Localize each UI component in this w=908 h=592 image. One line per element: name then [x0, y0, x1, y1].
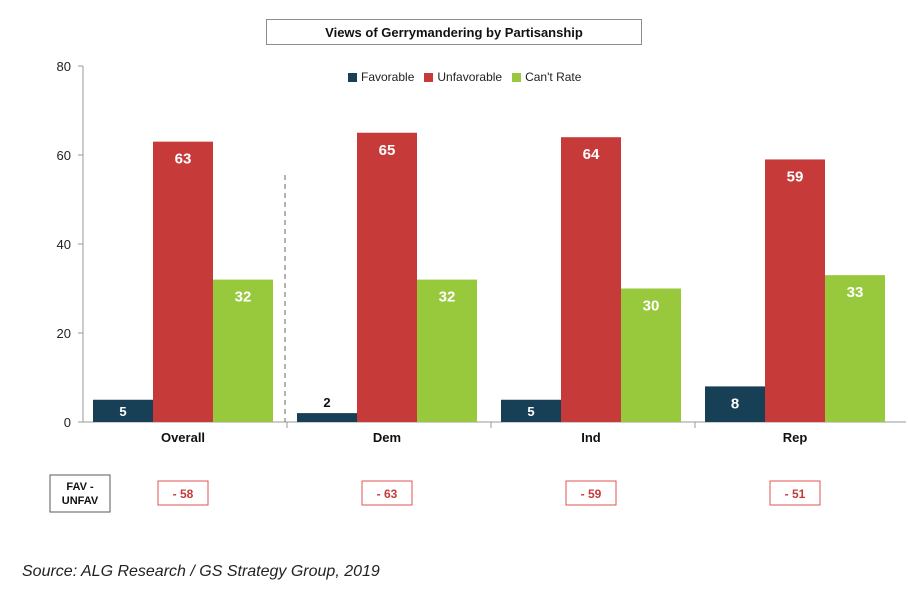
- data-label: 5: [527, 404, 534, 419]
- net-value-box: [565, 480, 617, 506]
- legend-item-cant-rate: Can't Rate: [512, 70, 581, 84]
- net-value-box: [769, 480, 821, 506]
- legend-label-favorable: Favorable: [361, 70, 415, 84]
- bar-unfavorable: [561, 137, 621, 422]
- legend-label-unfavorable: Unfavorable: [437, 70, 503, 84]
- net-row-label-line1: FAV -: [66, 481, 94, 493]
- net-value-box: [157, 480, 209, 506]
- x-tick-label: Rep: [783, 430, 808, 445]
- y-tick-label: 40: [57, 237, 71, 252]
- data-label: 30: [643, 298, 660, 315]
- source-note: Source: ALG Research / GS Strategy Group…: [22, 563, 380, 580]
- data-label: 32: [235, 289, 252, 306]
- y-tick-label: 60: [57, 148, 71, 163]
- bar-unfavorable: [765, 159, 825, 422]
- net-value-label: - 59: [581, 487, 602, 501]
- bar-unfavorable: [153, 141, 213, 422]
- bar-unfavorable: [357, 132, 417, 422]
- y-tick-label: 0: [64, 415, 71, 430]
- bar-can-t-rate: [213, 279, 273, 422]
- bar-favorable: [297, 413, 357, 422]
- data-label: 8: [731, 395, 739, 412]
- data-label: 32: [439, 289, 456, 306]
- bar-can-t-rate: [417, 279, 477, 422]
- legend-item-favorable: Favorable: [348, 70, 414, 84]
- legend-swatch-unfavorable: [424, 72, 434, 82]
- net-value-label: - 63: [377, 487, 398, 501]
- data-label: 59: [787, 168, 804, 185]
- x-tick-label: Dem: [373, 430, 401, 445]
- bar-can-t-rate: [621, 288, 681, 422]
- net-value-box: [361, 480, 413, 506]
- legend-swatch-cant-rate: [512, 72, 522, 82]
- net-row-label-box: [49, 474, 111, 513]
- legend-swatch-favorable: [348, 72, 357, 82]
- net-value-label: - 51: [785, 487, 806, 501]
- data-label: 65: [379, 142, 396, 159]
- net-value-label: - 58: [173, 487, 194, 501]
- y-tick-label: 20: [57, 326, 71, 341]
- data-label: 2: [323, 395, 330, 410]
- chart-legend: Favorable Unfavorable Can't Rate: [348, 70, 581, 84]
- x-tick-label: Overall: [161, 430, 205, 445]
- data-label: 63: [175, 151, 192, 168]
- bar-favorable: [705, 386, 765, 422]
- y-tick-label: 80: [57, 59, 71, 74]
- bar-can-t-rate: [825, 275, 885, 422]
- bar-favorable: [501, 399, 561, 422]
- data-label: 33: [847, 284, 864, 301]
- legend-label-cant-rate: Can't Rate: [525, 70, 582, 84]
- net-row-label-line2: UNFAV: [62, 495, 99, 507]
- data-label: 64: [583, 146, 600, 163]
- data-label: 5: [119, 404, 126, 419]
- chart-title: Views of Gerrymandering by Partisanship: [266, 19, 642, 45]
- bar-favorable: [93, 399, 153, 422]
- x-tick-label: Ind: [581, 430, 601, 445]
- chart-title-text: Views of Gerrymandering by Partisanship: [325, 24, 583, 40]
- legend-item-unfavorable: Unfavorable: [424, 70, 502, 84]
